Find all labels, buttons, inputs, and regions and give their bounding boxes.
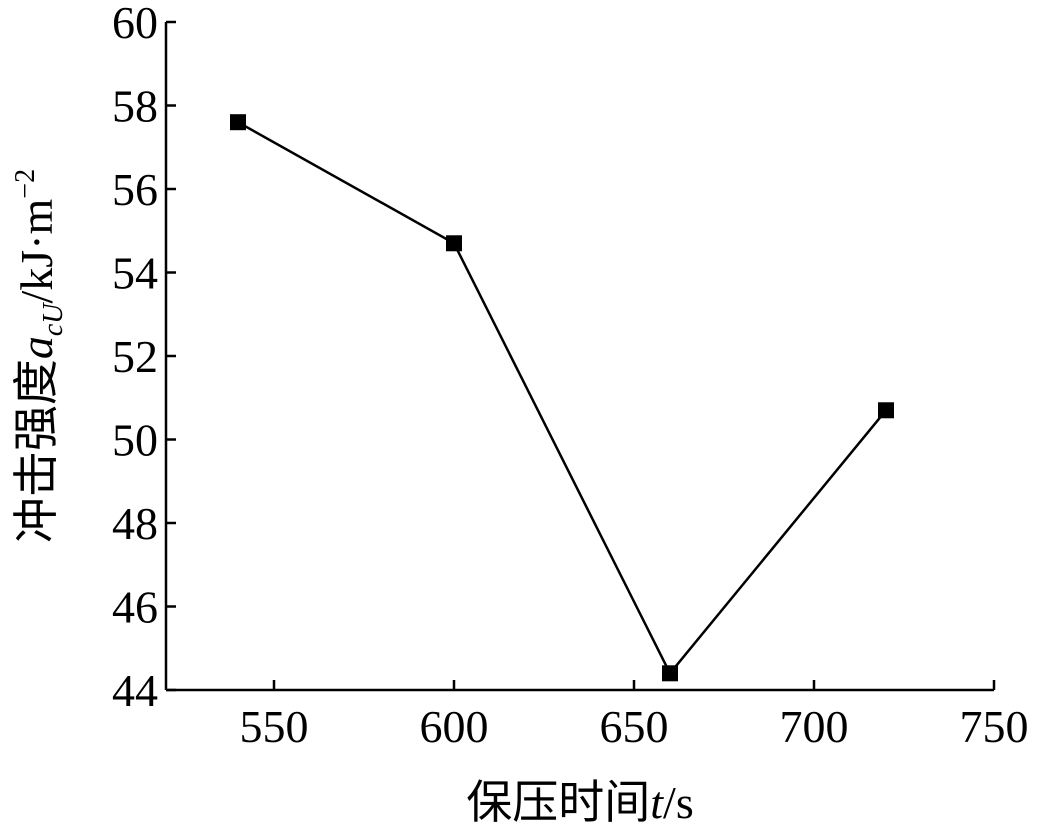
marker [230, 114, 246, 131]
y-label-part: /kJ·m [11, 198, 62, 303]
x-tick-label: 600 [420, 701, 489, 752]
y-tick-label: 48 [112, 498, 158, 549]
x-label-part: 保压时间 [466, 777, 650, 828]
x-label-part: /s [663, 777, 694, 828]
y-tick-label: 58 [112, 81, 158, 132]
y-axis-label: 冲击强度acU/kJ·m−2 [10, 169, 69, 543]
y-tick-label: 44 [112, 665, 158, 716]
x-axis-label: 保压时间t/s [466, 777, 693, 828]
x-tick-label: 650 [600, 701, 669, 752]
line [237, 121, 887, 676]
y-tick-label: 56 [112, 164, 158, 215]
marker [446, 235, 462, 252]
y-label-part: cU [38, 302, 69, 336]
y-label-part: −2 [10, 169, 41, 199]
y-tick-label: 52 [112, 331, 158, 382]
y-tick-label: 46 [112, 582, 158, 633]
y-label-part: a [11, 336, 62, 359]
x-tick-label: 700 [780, 701, 849, 752]
x-label-part: t [650, 777, 664, 828]
marker [662, 665, 678, 682]
y-tick-label: 50 [112, 415, 158, 466]
y-label-part: 冲击强度 [11, 359, 62, 543]
marker [878, 402, 894, 419]
x-tick-label: 550 [240, 701, 309, 752]
x-tick-label: 750 [960, 701, 1029, 752]
y-tick-label: 60 [112, 0, 158, 48]
y-tick-label: 54 [112, 248, 158, 299]
